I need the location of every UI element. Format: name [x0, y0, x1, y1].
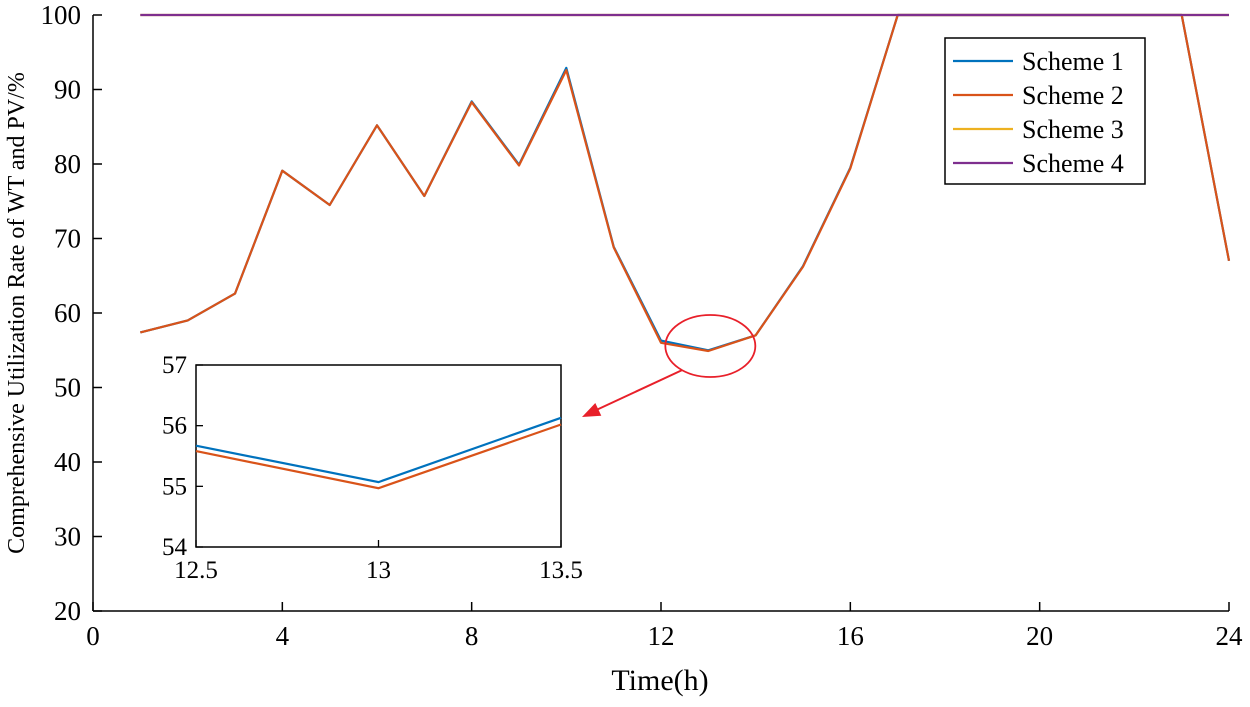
legend-label-scheme-4: Scheme 4: [1022, 149, 1124, 178]
x-tick-label: 12: [648, 621, 675, 651]
inset-y-tick-label: 55: [162, 473, 187, 500]
inset-series-line-scheme-2: [195, 423, 562, 490]
inset-x-tick-label: 13.5: [539, 557, 583, 584]
pointer-arrow-head: [582, 403, 602, 417]
legend-label-scheme-1: Scheme 1: [1022, 47, 1124, 76]
legend-box: [944, 37, 1146, 185]
inset-series-line-scheme-1: [195, 416, 562, 484]
series-layer: [140, 13, 1231, 353]
y-tick-label: 80: [54, 149, 81, 179]
x-tick-label: 0: [86, 621, 100, 651]
legend: Scheme 1 Scheme 2 Scheme 3 Scheme 4: [944, 37, 1146, 185]
x-tick-label: 24: [1216, 621, 1244, 651]
x-axis-label: Time(h): [611, 664, 708, 697]
x-tick-label: 20: [1026, 621, 1053, 651]
y-tick-label: 100: [41, 0, 82, 30]
y-tick-label: 70: [54, 224, 81, 254]
inset-x-tick-label: 12.5: [174, 557, 218, 584]
pointer-arrow-line: [591, 369, 683, 413]
legend-label-scheme-3: Scheme 3: [1022, 115, 1124, 144]
inset-y-tick-label: 56: [162, 413, 187, 440]
highlight-ellipse: [664, 314, 757, 378]
y-tick-label: 90: [54, 75, 81, 105]
y-tick-label: 60: [54, 298, 81, 328]
inset-y-tick-label: 54: [162, 534, 188, 561]
y-tick-label: 50: [54, 373, 81, 403]
inset-frame: [195, 364, 562, 548]
x-tick-label: 8: [465, 621, 479, 651]
y-axis-label: Comprehensive Utilization Rate of WT and…: [4, 72, 30, 554]
inset-x-tick-label: 13: [366, 557, 391, 584]
y-tick-label: 40: [54, 447, 81, 477]
legend-label-scheme-2: Scheme 2: [1022, 81, 1124, 110]
y-tick-label: 20: [54, 596, 81, 626]
inset-chart: 12.5 13 13.5 54 55 56 57: [162, 352, 583, 584]
x-tick-label: 16: [837, 621, 864, 651]
y-tick-label: 30: [54, 522, 81, 552]
inset-y-tick-label: 57: [162, 352, 187, 379]
x-tick-label: 4: [276, 621, 290, 651]
